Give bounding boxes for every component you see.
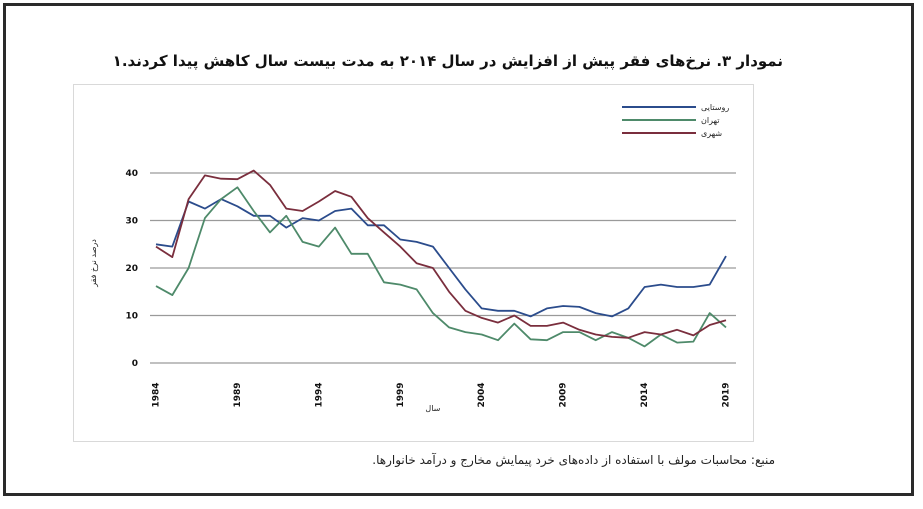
series-line-2 xyxy=(155,169,727,339)
x-tick-label: 2009 xyxy=(559,382,569,407)
x-tick-label: 1989 xyxy=(233,382,243,407)
x-tick-labels: 1984 1989 1994 1999 2004 2009 2014 2019 xyxy=(152,382,732,407)
series-line-0 xyxy=(155,198,727,318)
y-tick-label: 30 xyxy=(125,217,138,227)
legend-label-0: روستایی xyxy=(701,103,729,112)
y-tick-label: 0 xyxy=(132,359,138,369)
legend: روستایی تهران شهری xyxy=(622,103,729,138)
x-tick-label: 2019 xyxy=(722,382,732,407)
legend-label-2: شهری xyxy=(701,129,722,138)
gridlines xyxy=(150,172,736,364)
chart-title: نمودار ۳. نرخ‌های فقر پیش از افزایش در س… xyxy=(112,52,783,70)
x-tick-label: 1999 xyxy=(396,382,406,407)
x-tick-label: 1984 xyxy=(152,382,162,407)
y-tick-label: 10 xyxy=(125,312,138,322)
x-tick-label: 2004 xyxy=(477,382,487,407)
line-chart: 0 10 20 30 40 1984 1989 1994 1999 2004 2009 2014 20… xyxy=(89,103,736,413)
x-axis-label: سال xyxy=(425,404,440,413)
y-tick-label: 20 xyxy=(125,264,138,274)
chart-panel: 0 10 20 30 40 1984 1989 1994 1999 2004 2009 2014 20… xyxy=(73,84,754,442)
series-lines xyxy=(155,169,727,348)
source-note: منبع: محاسبات مولف با استفاده از داده‌ها… xyxy=(372,453,775,467)
x-tick-label: 1994 xyxy=(314,382,324,407)
y-tick-label: 40 xyxy=(125,169,138,179)
x-tick-label: 2014 xyxy=(640,382,650,407)
legend-label-1: تهران xyxy=(701,116,719,125)
series-line-1 xyxy=(155,186,727,348)
y-tick-labels: 0 10 20 30 40 xyxy=(125,169,138,369)
y-axis-label: درصد نرخ فقر xyxy=(89,239,98,288)
